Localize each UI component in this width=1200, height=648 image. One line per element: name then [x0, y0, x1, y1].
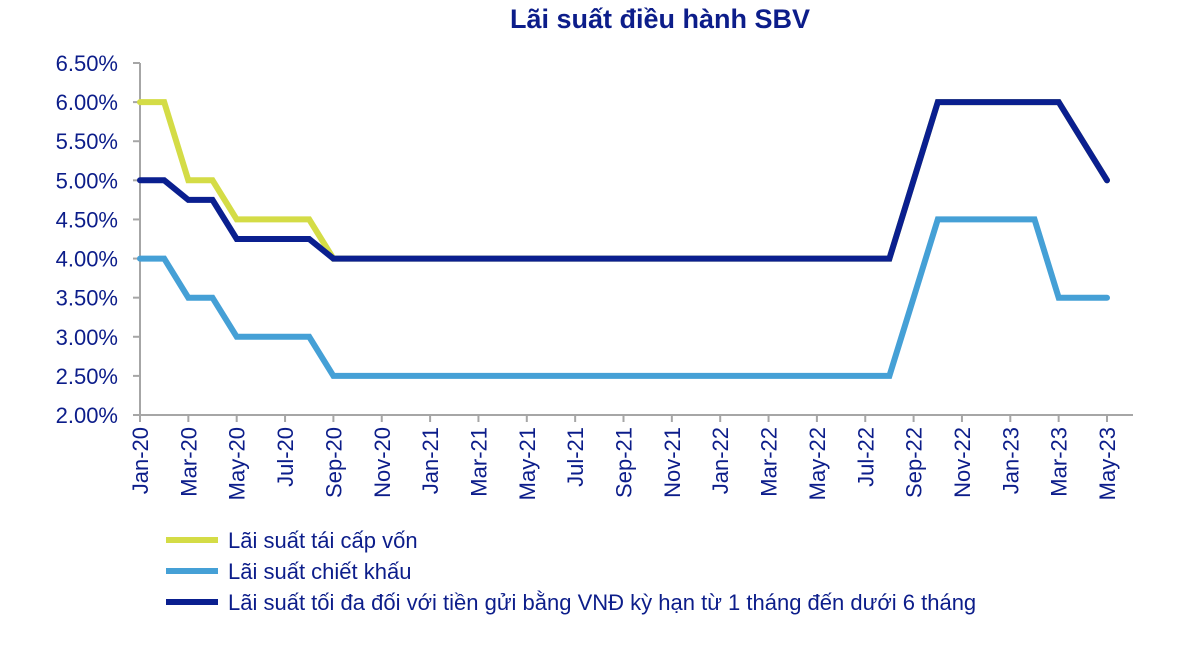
y-tick-label: 5.00% [56, 168, 118, 193]
legend-item: Lãi suất chiết khấu [166, 559, 411, 584]
y-tick-label: 3.00% [56, 325, 118, 350]
y-tick-label: 4.50% [56, 207, 118, 232]
series-line-1 [137, 99, 1110, 262]
series-line-3 [137, 99, 1110, 262]
x-tick-label: May-20 [225, 427, 250, 500]
x-tick-label: May-23 [1095, 427, 1120, 500]
x-tick-label: May-22 [805, 427, 830, 500]
x-axis: Jan-20 Mar-20 May-20 Jul-20 Sep-20 Nov-20 Jan-… [128, 414, 1133, 500]
legend-label: Lãi suất chiết khấu [228, 559, 411, 584]
series-lines [137, 99, 1110, 379]
x-tick-label: Sep-21 [612, 427, 637, 498]
x-tick-label: Sep-20 [321, 427, 346, 498]
y-tick-label: 2.50% [56, 364, 118, 389]
x-tick-label: May-21 [515, 427, 540, 500]
legend-item: Lãi suất tối đa đối với tiền gửi bằng VN… [166, 590, 976, 615]
legend: Lãi suất tái cấp vốn Lãi suất chiết khấu L… [166, 528, 976, 615]
legend-label: Lãi suất tối đa đối với tiền gửi bằng VN… [228, 590, 976, 615]
x-tick-label: Jan-20 [128, 427, 153, 494]
y-tick-label: 3.50% [56, 286, 118, 311]
x-tick-label: Sep-22 [902, 427, 927, 498]
x-tick-label: Mar-22 [757, 427, 782, 497]
x-tick-label: Jul-21 [563, 427, 588, 487]
x-tick-label: Mar-20 [176, 427, 201, 497]
y-axis: 2.00% 2.50% 3.00% 3.50% 4.00% 4.50% 5.00% 5.50%… [56, 51, 141, 428]
y-tick-label: 2.00% [56, 403, 118, 428]
y-tick-label: 4.00% [56, 247, 118, 272]
legend-item: Lãi suất tái cấp vốn [166, 528, 418, 553]
x-tick-label: Nov-21 [660, 427, 685, 498]
x-tick-label: Nov-22 [950, 427, 975, 498]
x-tick-label: Jan-23 [998, 427, 1023, 494]
x-tick-label: Jul-22 [853, 427, 878, 487]
y-tick-label: 6.50% [56, 51, 118, 76]
series-line-2 [137, 216, 1110, 379]
x-tick-label: Jan-22 [708, 427, 733, 494]
x-tick-label: Mar-21 [466, 427, 491, 497]
legend-label: Lãi suất tái cấp vốn [228, 528, 418, 553]
x-tick-label: Jan-21 [418, 427, 443, 494]
x-tick-label: Jul-20 [273, 427, 298, 487]
y-tick-label: 6.00% [56, 90, 118, 115]
x-tick-label: Nov-20 [370, 427, 395, 498]
y-tick-label: 5.50% [56, 129, 118, 154]
x-tick-label: Mar-23 [1047, 427, 1072, 497]
chart-title: Lãi suất điều hành SBV [510, 4, 810, 34]
